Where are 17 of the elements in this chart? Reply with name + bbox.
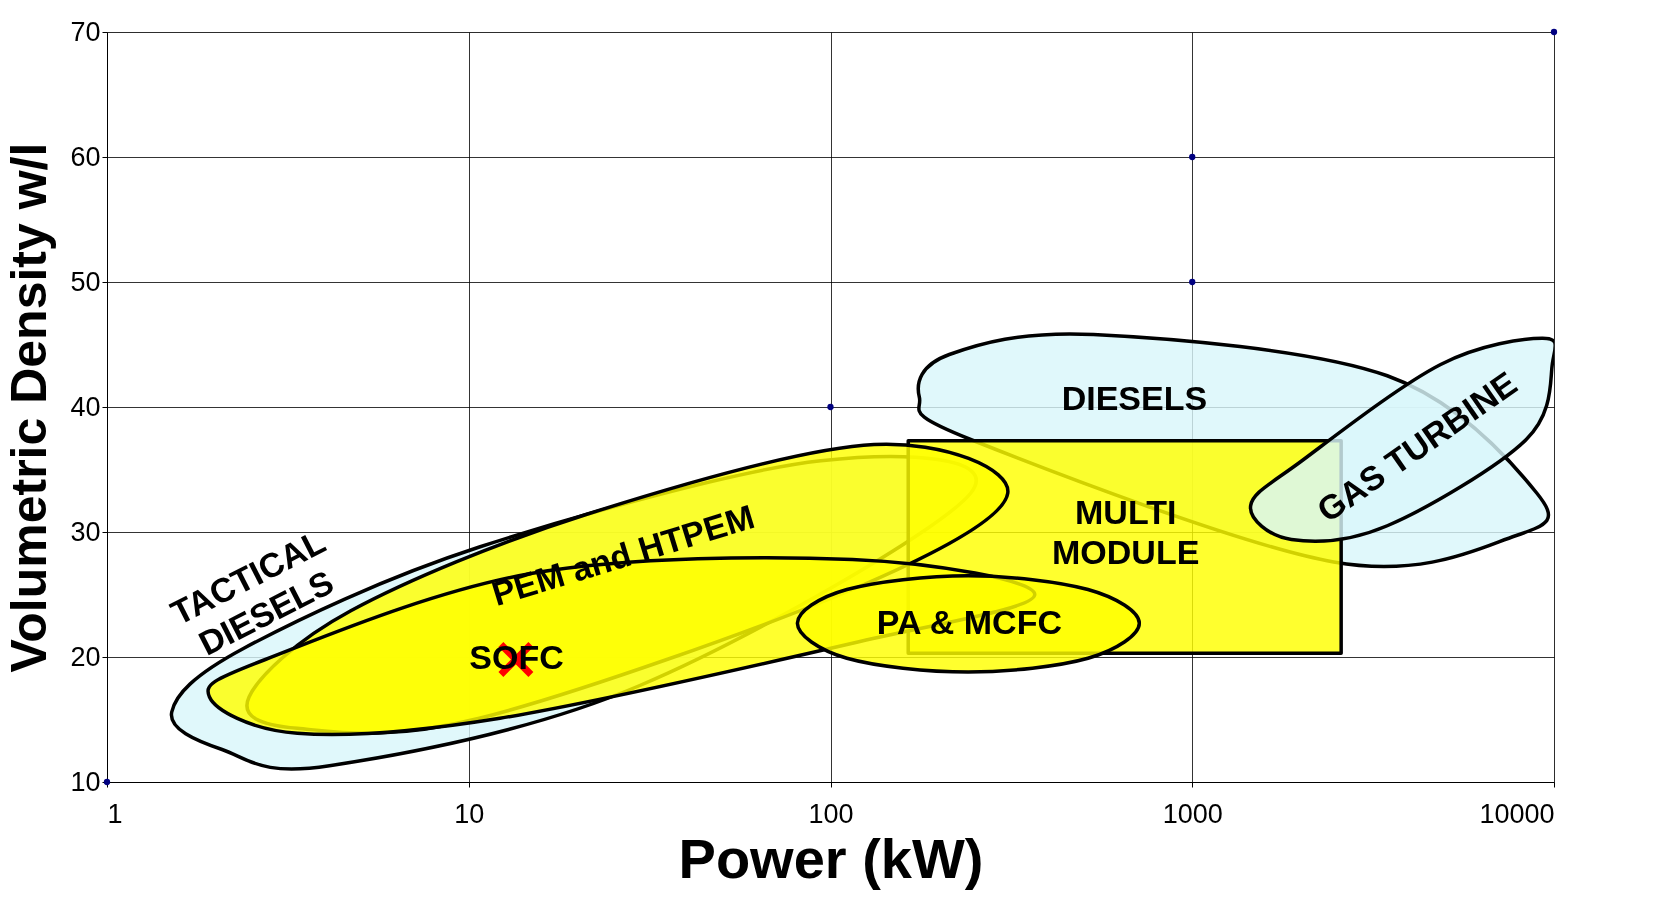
x-tick-label: 1000 [1162, 798, 1223, 829]
x-tick-label: 100 [808, 798, 854, 829]
y-tick-label: 50 [70, 266, 101, 297]
annotation: DIESELS [1061, 379, 1208, 418]
annotation: MULTI MODULE [1052, 493, 1200, 572]
x-tick-label: 1 [107, 798, 123, 829]
y-tick-label: 70 [70, 16, 101, 47]
y-tick-label: 30 [70, 516, 101, 547]
y-tick-label: 20 [70, 641, 101, 672]
x-tick-label: 10 [454, 798, 485, 829]
annotation: PA & MCFC [876, 602, 1062, 641]
x-axis-title: Power (kW) [678, 826, 984, 890]
y-tick-label: 60 [70, 141, 101, 172]
x-tick-label: 10000 [1479, 798, 1555, 829]
y-tick-label: 40 [70, 391, 101, 422]
y-tick-label: 10 [70, 766, 101, 797]
y-axis-title: Volumetric Density w/l [1, 142, 58, 673]
